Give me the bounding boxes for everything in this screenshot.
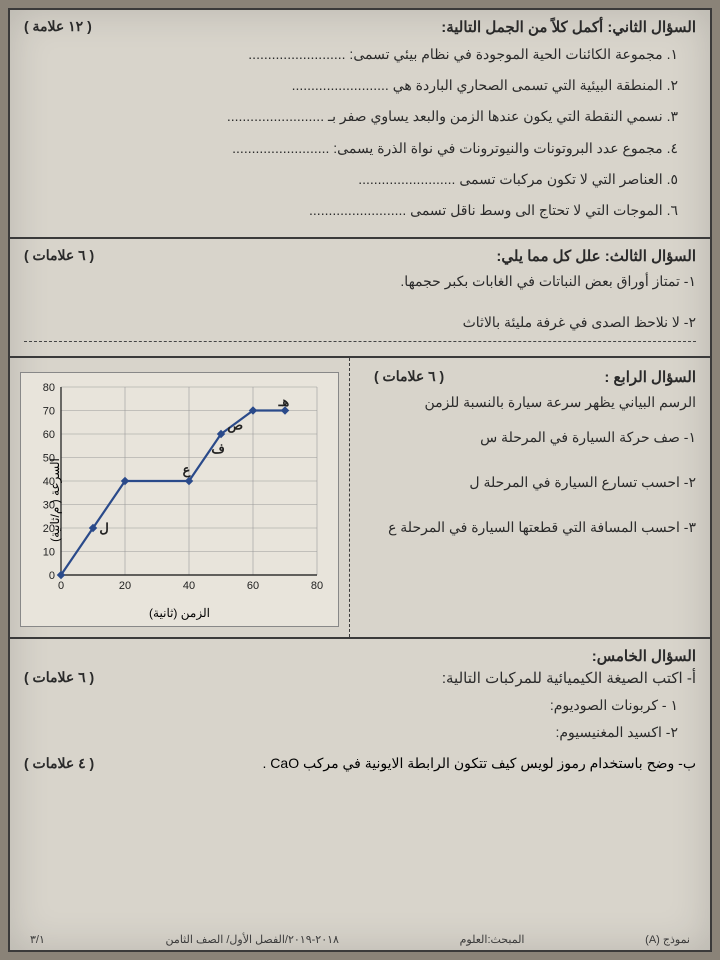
q3-title: السؤال الثالث: علل كل مما يلي:: [496, 247, 696, 265]
q5-a1: ١ - كربونات الصوديوم:: [42, 697, 678, 714]
question-2: السؤال الثاني: أكمل كلاً من الجمل التالي…: [10, 10, 710, 239]
q5-partB: ب- وضح باستخدام رموز لويس كيف تتكون الرا…: [263, 755, 696, 772]
svg-text:80: 80: [311, 580, 323, 592]
footer-term: ٢٠١٨-٢٠١٩/الفصل الأول/ الصف الثامن: [166, 933, 339, 946]
svg-text:20: 20: [119, 580, 131, 592]
svg-text:40: 40: [183, 580, 195, 592]
q4-text-block: السؤال الرابع : ( ٦ علامات ) الرسم البيا…: [360, 358, 710, 637]
x-axis-label: الزمن (ثانية): [27, 606, 332, 620]
svg-text:0: 0: [49, 570, 55, 582]
footer-page: ٣/١: [30, 933, 45, 946]
svg-text:ل: ل: [99, 521, 108, 536]
q2-item-6: ٦. الموجات التي لا تحتاج الى وسط ناقل تس…: [24, 198, 678, 223]
q2-item-1: ١. مجموعة الكائنات الحية الموجودة في نظا…: [24, 42, 678, 67]
q5-marksB: ( ٤ علامات ): [24, 755, 94, 772]
svg-text:ع: ع: [183, 462, 191, 478]
q4-item-3: ٣- احسب المسافة التي قطعتها السيارة في ا…: [374, 519, 696, 536]
q2-item-3: ٣. نسمي النقطة التي يكون عندها الزمن وال…: [24, 104, 678, 129]
svg-text:0: 0: [58, 580, 64, 592]
q4-marks: ( ٦ علامات ): [374, 368, 444, 385]
q5-a2: ٢- اكسيد المغنيسيوم:: [42, 724, 678, 741]
q5-title: السؤال الخامس:: [592, 647, 696, 665]
svg-text:10: 10: [43, 547, 55, 559]
exam-page: السؤال الثاني: أكمل كلاً من الجمل التالي…: [8, 8, 712, 952]
q2-item-2: ٢. المنطقة البيئية التي تسمى الصحاري الب…: [24, 73, 678, 98]
q5-marks: ( ٦ علامات ): [24, 669, 94, 686]
speed-time-chart: 02040608001020304050607080لعفصهـ الزمن (…: [20, 372, 339, 627]
q2-item-4: ٤. مجموع عدد البروتونات والنيوترونات في …: [24, 136, 678, 161]
svg-text:60: 60: [247, 580, 259, 592]
q4-item-1: ١- صف حركة السيارة في المرحلة س: [374, 429, 696, 446]
q2-marks: ( ١٢ علامة ): [24, 18, 92, 35]
q4-title: السؤال الرابع :: [604, 368, 696, 386]
svg-text:ص: ص: [227, 417, 243, 433]
page-footer: نموذج (A) المبحث:العلوم ٢٠١٨-٢٠١٩/الفصل …: [10, 933, 710, 946]
q4-item-2: ٢- احسب تسارع السيارة في المرحلة ل: [374, 474, 696, 491]
question-4: السؤال الرابع : ( ٦ علامات ) الرسم البيا…: [10, 358, 710, 639]
svg-text:80: 80: [43, 382, 55, 394]
svg-text:هـ: هـ: [278, 394, 290, 409]
question-5: السؤال الخامس: أ- اكتب الصيغة الكيميائية…: [10, 639, 710, 818]
svg-text:ف: ف: [211, 441, 224, 456]
y-axis-label: السرعة ( م/ثانية): [48, 458, 62, 542]
question-3: السؤال الثالث: علل كل مما يلي: ( ٦ علاما…: [10, 239, 710, 358]
q3-marks: ( ٦ علامات ): [24, 247, 94, 264]
q3-item-2: ٢- لا نلاحظ الصدى في غرفة مليئة بالاثاث: [24, 314, 696, 331]
divider: [24, 341, 696, 342]
svg-text:70: 70: [43, 406, 55, 418]
footer-subject: المبحث:العلوم: [460, 933, 525, 946]
chart-svg: 02040608001020304050607080لعفصهـ: [27, 379, 327, 599]
svg-text:60: 60: [43, 429, 55, 441]
q2-title: السؤال الثاني: أكمل كلاً من الجمل التالي…: [441, 18, 696, 36]
q4-intro: الرسم البياني يظهر سرعة سيارة بالنسبة لل…: [374, 394, 696, 411]
q4-chart-area: 02040608001020304050607080لعفصهـ الزمن (…: [10, 358, 350, 637]
q3-item-1: ١- تمتاز أوراق بعض النباتات في الغابات ب…: [24, 273, 696, 290]
q5-partA: أ- اكتب الصيغة الكيميائية للمركبات التال…: [442, 669, 696, 687]
footer-model: نموذج (A): [645, 933, 690, 946]
q2-item-5: ٥. العناصر التي لا تكون مركبات تسمى ....…: [24, 167, 678, 192]
